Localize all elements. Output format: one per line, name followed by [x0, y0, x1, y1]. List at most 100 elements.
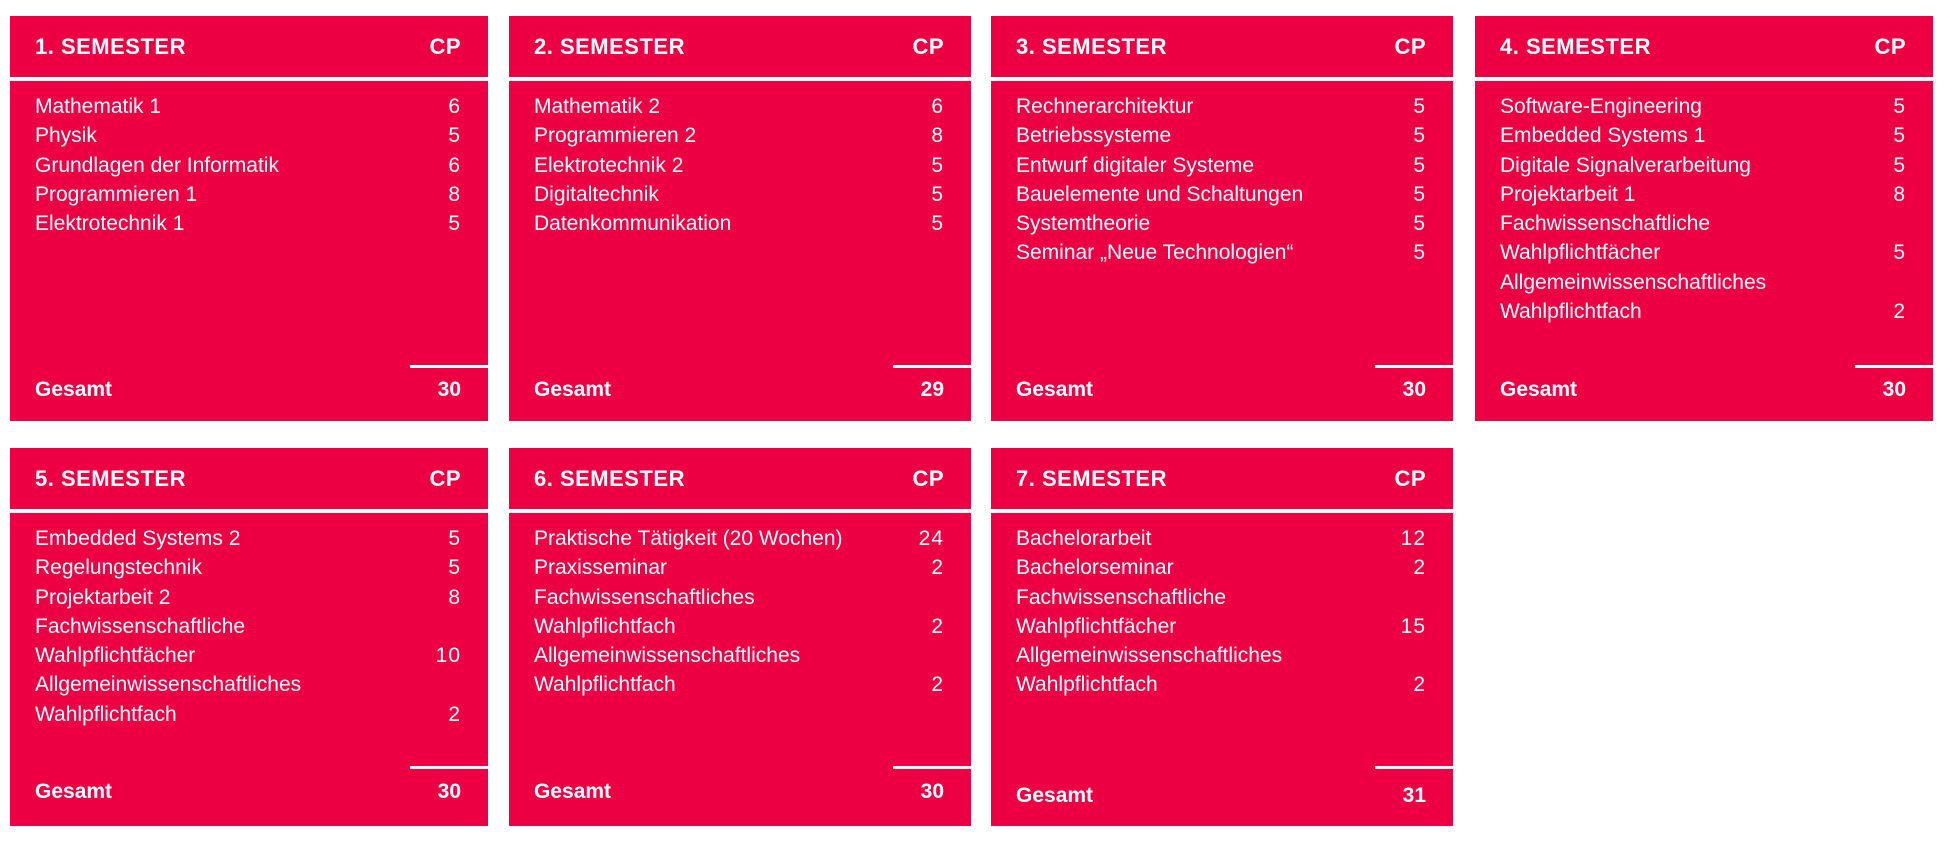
total-cp: 30 — [437, 378, 461, 401]
course-name: Bachelorseminar — [1016, 556, 1174, 580]
course-name: Bachelorarbeit — [1016, 527, 1152, 550]
course-name: Projektarbeit 2 — [35, 585, 171, 609]
course-row: Projektarbeit 1 8 — [1500, 180, 1906, 209]
course-row: Mathematik 1 6 — [35, 92, 461, 121]
total-divider — [893, 365, 971, 368]
course-cp: 5 — [1413, 212, 1426, 236]
cp-column-header: CP — [1394, 465, 1426, 491]
course-name: Programmieren 1 — [35, 182, 198, 206]
course-cp: 2 — [1893, 300, 1906, 324]
total-divider — [410, 766, 488, 769]
course-name: Fachwissenschaftliches — [534, 585, 755, 609]
course-row: Fachwissenschaftliche — [1500, 209, 1906, 238]
semester-header: 1. SEMESTER CP — [10, 16, 488, 77]
course-row: Rechnerarchitektur 5 — [1016, 92, 1426, 121]
course-row: Bachelorseminar 2 — [1016, 553, 1426, 582]
course-name: Mathematik 2 — [534, 95, 661, 118]
total-row: Gesamt 30 — [35, 780, 461, 804]
course-name: Projektarbeit 1 — [1500, 182, 1636, 206]
total-cp: 30 — [1882, 378, 1906, 401]
header-divider — [509, 509, 971, 513]
course-row: Software-Engineering 5 — [1500, 92, 1906, 121]
total-label: Gesamt — [534, 780, 612, 803]
course-name: Wahlpflichtfächer — [35, 644, 196, 668]
total-cp: 30 — [1402, 378, 1426, 401]
course-name: Elektrotechnik 1 — [35, 212, 185, 236]
course-name: Software-Engineering — [1500, 95, 1702, 118]
course-cp: 6 — [931, 95, 944, 118]
course-cp: 5 — [1893, 124, 1906, 148]
course-name: Bauelemente und Schaltungen — [1016, 182, 1304, 206]
course-name: Seminar „Neue Technologien“ — [1016, 241, 1294, 265]
cp-column-header: CP — [912, 33, 944, 59]
semester-card: 7. SEMESTER CP Bachelorarbeit 12 Bachelorsem… — [991, 448, 1453, 826]
course-cp: 10 — [435, 644, 461, 668]
course-cp: 5 — [1413, 153, 1426, 177]
course-row: Systemtheorie 5 — [1016, 209, 1426, 238]
course-list: Praktische Tätigkeit (20 Wochen) 24 Praxis… — [534, 524, 944, 700]
course-cp: 5 — [1413, 95, 1426, 118]
total-cp: 31 — [1402, 784, 1426, 807]
course-name: Fachwissenschaftliche — [35, 614, 246, 638]
course-row: Programmieren 2 8 — [534, 121, 944, 150]
course-cp: 5 — [1413, 124, 1426, 148]
course-cp: 24 — [918, 527, 944, 550]
total-cp: 30 — [437, 780, 461, 803]
course-row: Allgemeinwissenschaftliches — [35, 670, 461, 699]
semester-title: 7. SEMESTER — [1016, 465, 1167, 491]
course-row: Wahlpflichtfach 2 — [1016, 670, 1426, 699]
course-cp: 8 — [448, 585, 461, 609]
header-divider — [1475, 77, 1933, 81]
semester-header: 4. SEMESTER CP — [1475, 16, 1933, 77]
semester-header: 5. SEMESTER CP — [10, 448, 488, 509]
course-row: Projektarbeit 2 8 — [35, 583, 461, 612]
semester-card: 6. SEMESTER CP Praktische Tätigkeit (20 Wo… — [509, 448, 971, 826]
course-cp: 5 — [448, 527, 461, 550]
course-row: Praktische Tätigkeit (20 Wochen) 24 — [534, 524, 944, 553]
course-name: Praxisseminar — [534, 556, 668, 580]
header-divider — [10, 77, 488, 81]
course-row: Bachelorarbeit 12 — [1016, 524, 1426, 553]
course-row: Wahlpflichtfächer 15 — [1016, 612, 1426, 641]
course-row: Wahlpflichtfach 2 — [1500, 297, 1906, 326]
total-divider — [1375, 766, 1453, 769]
total-row: Gesamt 29 — [534, 378, 944, 402]
course-name: Elektrotechnik 2 — [534, 153, 684, 177]
semester-title: 5. SEMESTER — [35, 465, 186, 491]
total-divider — [1375, 365, 1453, 368]
course-name: Praktische Tätigkeit (20 Wochen) — [534, 527, 843, 550]
semester-header: 7. SEMESTER CP — [991, 448, 1453, 509]
course-row: Digitaltechnik 5 — [534, 180, 944, 209]
total-label: Gesamt — [1016, 378, 1094, 401]
course-row: Wahlpflichtfach 2 — [534, 612, 944, 641]
total-row: Gesamt 30 — [534, 780, 944, 804]
semester-card: 5. SEMESTER CP Embedded Systems 2 5 Regelung… — [10, 448, 488, 826]
course-name: Mathematik 1 — [35, 95, 162, 118]
course-name: Digitaltechnik — [534, 182, 659, 206]
course-row: Regelungstechnik 5 — [35, 553, 461, 582]
course-name: Allgemeinwissenschaftliches — [35, 673, 302, 697]
course-list: Embedded Systems 2 5 Regelungstechnik 5 Proj… — [35, 524, 461, 729]
course-name: Embedded Systems 2 — [35, 527, 241, 550]
course-name: Wahlpflichtfächer — [1500, 241, 1661, 265]
course-row: Fachwissenschaftliche — [35, 612, 461, 641]
total-label: Gesamt — [1016, 784, 1094, 807]
total-label: Gesamt — [1500, 378, 1578, 401]
total-cp: 29 — [920, 378, 944, 401]
total-label: Gesamt — [35, 378, 113, 401]
course-row: Elektrotechnik 2 5 — [534, 151, 944, 180]
course-cp: 15 — [1400, 614, 1426, 638]
course-row: Elektrotechnik 1 5 — [35, 209, 461, 238]
total-label: Gesamt — [534, 378, 612, 401]
course-cp: 5 — [931, 212, 944, 236]
course-row: Mathematik 2 6 — [534, 92, 944, 121]
course-name: Betriebssysteme — [1016, 124, 1172, 148]
course-row: Allgemeinwissenschaftliches — [534, 641, 944, 670]
course-name: Rechnerarchitektur — [1016, 95, 1194, 118]
course-cp: 2 — [931, 614, 944, 638]
cp-column-header: CP — [429, 33, 461, 59]
course-row: Seminar „Neue Technologien“ 5 — [1016, 238, 1426, 267]
semester-card: 2. SEMESTER CP Mathematik 2 6 Programmieren … — [509, 16, 971, 421]
course-name: Wahlpflichtfach — [1500, 300, 1642, 324]
cp-column-header: CP — [429, 465, 461, 491]
